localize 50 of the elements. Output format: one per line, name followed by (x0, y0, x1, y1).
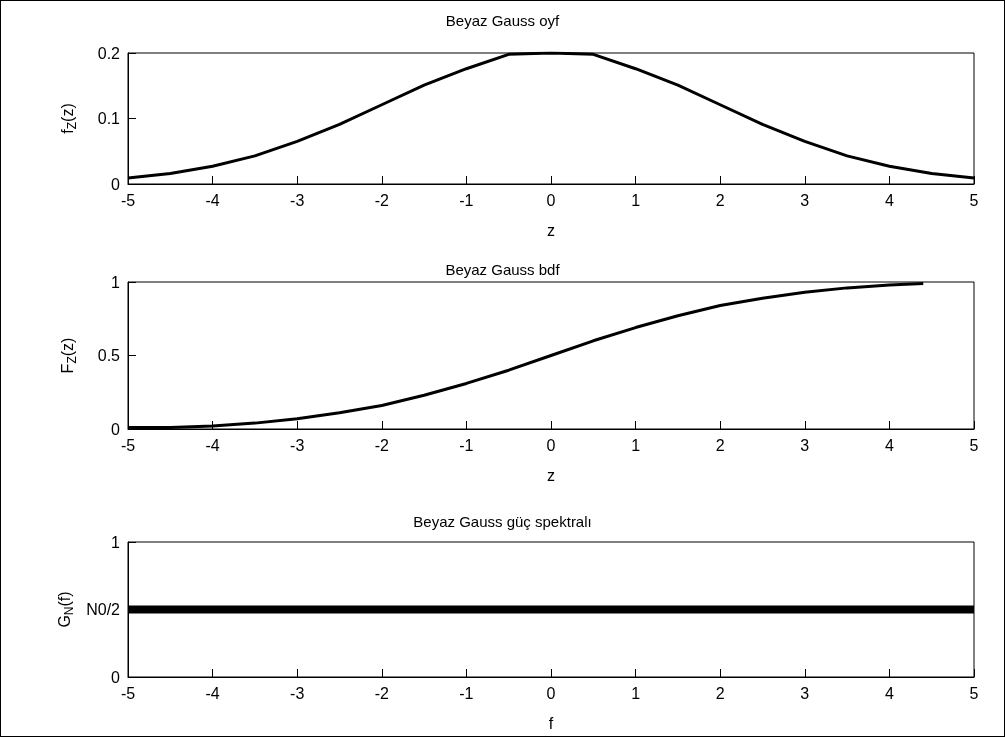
x-tick-label: -2 (374, 684, 390, 702)
x-tick-label: 1 (631, 436, 641, 454)
x-axis-title: f (548, 714, 554, 732)
x-tick-label: 1 (631, 191, 641, 209)
x-tick-label: 2 (715, 436, 725, 454)
x-tick-label: -1 (459, 436, 474, 454)
x-axis-title: z (547, 466, 555, 484)
x-tick-label: -1 (459, 191, 474, 209)
x-tick-label: 0 (546, 191, 556, 209)
x-tick-label: 0 (546, 436, 556, 454)
x-tick-label: -3 (290, 191, 305, 209)
x-axis-title: z (547, 221, 555, 239)
chart-title: Beyaz Gauss güç spektralı (413, 513, 592, 530)
y-tick-label: 1 (111, 273, 121, 291)
y-tick-label: 0 (111, 175, 121, 193)
x-tick-label: 3 (800, 436, 810, 454)
y-tick-label: 0 (111, 420, 121, 438)
y-axis-title: fZ(z) (58, 103, 79, 134)
y-tick-label: N0/2 (86, 601, 121, 618)
x-tick-label: -5 (120, 684, 136, 702)
x-tick-label: -2 (374, 191, 390, 209)
x-tick-label: -1 (459, 684, 474, 702)
x-tick-label: 2 (715, 191, 725, 209)
x-tick-label: 4 (884, 684, 894, 702)
x-tick-label: 3 (800, 684, 810, 702)
x-tick-label: -5 (120, 191, 136, 209)
y-tick-label: 0.1 (97, 110, 121, 127)
x-tick-label: -3 (290, 436, 305, 454)
y-tick-label: 0.5 (97, 347, 121, 364)
chart-title: Beyaz Gauss oyf (445, 12, 561, 29)
x-tick-label: -4 (205, 684, 220, 702)
x-tick-label: 3 (800, 191, 810, 209)
x-tick-label: 5 (969, 191, 979, 209)
x-tick-label: 5 (969, 436, 979, 454)
x-tick-label: -4 (205, 191, 220, 209)
chart-title: Beyaz Gauss bdf (445, 261, 561, 278)
x-tick-label: 1 (631, 684, 641, 702)
x-tick-label: 5 (969, 684, 979, 702)
y-tick-label: 0.2 (97, 44, 121, 62)
x-tick-label: -2 (374, 436, 390, 454)
x-tick-label: -5 (120, 436, 136, 454)
x-tick-label: 2 (715, 684, 725, 702)
y-tick-label: 1 (111, 533, 121, 551)
y-axis-title: GN(f) (55, 591, 77, 628)
y-tick-label: 0 (111, 668, 121, 686)
x-tick-label: -3 (290, 684, 305, 702)
x-tick-label: 0 (546, 684, 556, 702)
x-tick-label: 4 (884, 436, 894, 454)
x-tick-label: -4 (205, 436, 220, 454)
x-tick-label: 4 (884, 191, 894, 209)
